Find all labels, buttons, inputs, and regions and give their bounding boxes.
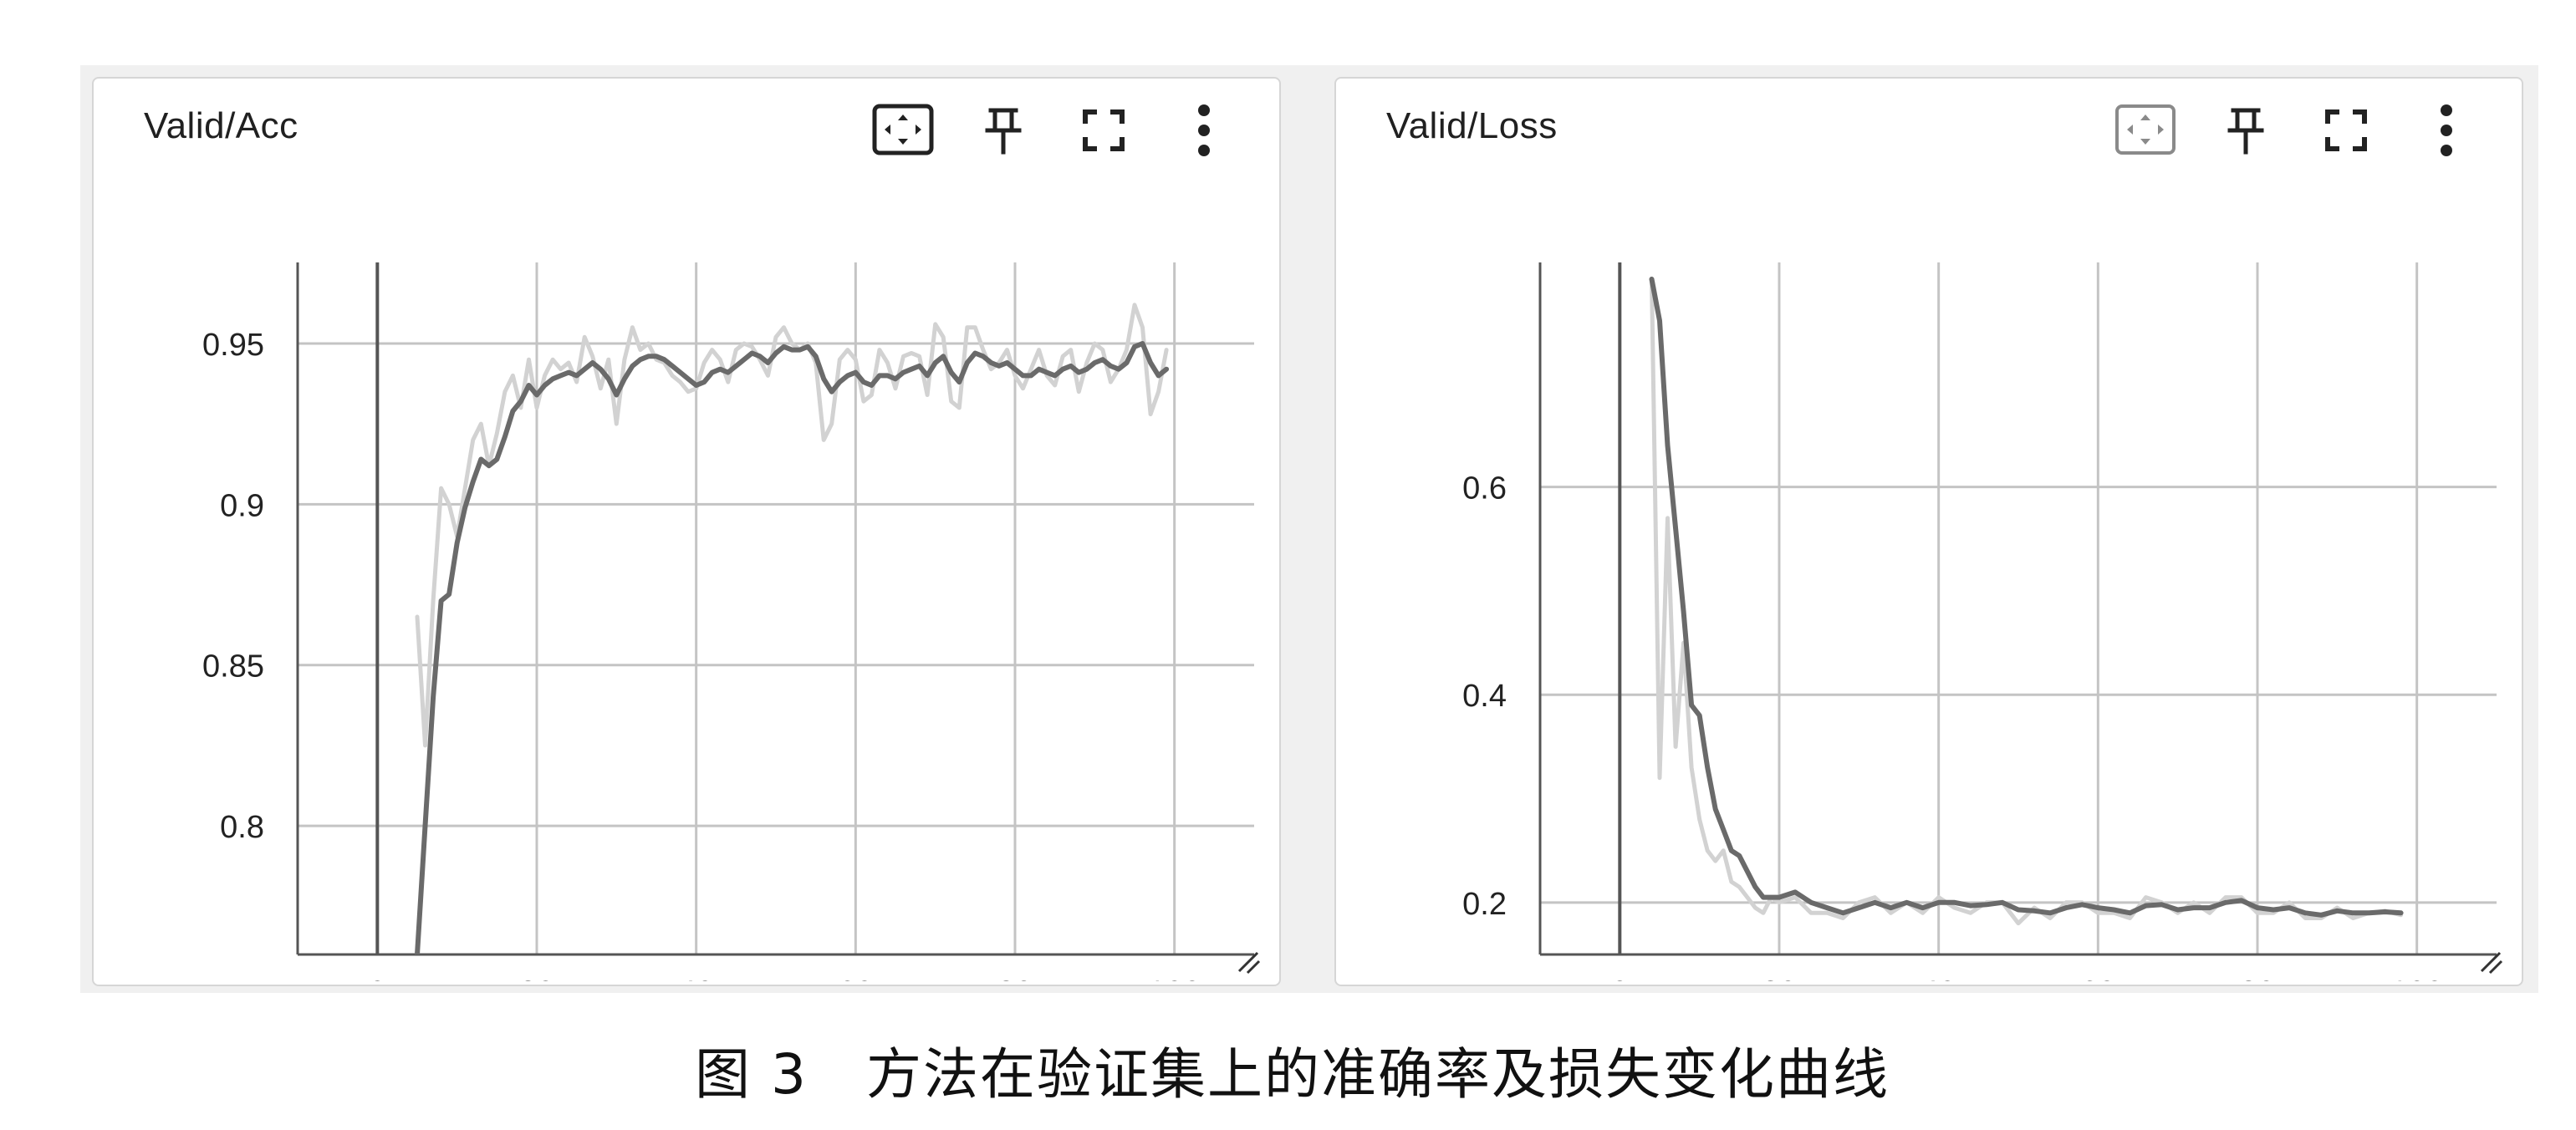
figure-label: 图 3 — [695, 1042, 808, 1107]
fit-domain-button[interactable] — [2095, 97, 2196, 164]
x-tick-label: 100 — [1148, 975, 1201, 981]
fullscreen-icon — [1083, 109, 1125, 151]
fit-domain-icon — [872, 104, 934, 155]
more-vert-icon — [1198, 104, 1210, 156]
fit-domain-button[interactable] — [853, 97, 953, 164]
card-title: Valid/Acc — [144, 105, 298, 146]
x-tick-label: 0 — [369, 975, 386, 981]
fullscreen-button[interactable] — [1053, 97, 1154, 164]
resize-handle-icon[interactable] — [1237, 951, 1261, 975]
line-chart-valid-acc[interactable]: 0.8 0.85 0.9 0.95 0 20 40 60 80 100 — [94, 187, 1281, 985]
resize-handle-icon[interactable] — [2480, 951, 2503, 975]
y-tick-label: 0.85 — [202, 649, 264, 685]
x-tick-label: 0 — [1611, 975, 1629, 981]
y-tick-label: 0.9 — [220, 488, 264, 523]
x-tick-label: 100 — [2390, 975, 2443, 981]
more-options-button[interactable] — [1154, 97, 1254, 164]
caption-text: 方法在验证集上的准确率及损失变化曲线 — [865, 1042, 1890, 1107]
more-vert-icon — [2441, 104, 2452, 156]
x-tick-label: 60 — [838, 975, 873, 981]
plot-area[interactable]: 0.8 0.85 0.9 0.95 0 20 40 60 80 100 — [94, 187, 1281, 985]
y-tick-label: 0.2 — [1462, 887, 1507, 922]
chart-card-valid-loss: Valid/Loss 0.2 0.4 0.6 0 20 40 60 80 100 — [1334, 77, 2523, 986]
x-tick-label: 20 — [519, 975, 554, 981]
fullscreen-icon — [2325, 109, 2367, 151]
x-tick-label: 80 — [2240, 975, 2275, 981]
y-tick-label: 0.95 — [202, 328, 264, 363]
x-tick-label: 20 — [1762, 975, 1797, 981]
more-options-button[interactable] — [2396, 97, 2497, 164]
raw-series-line[interactable] — [1650, 277, 2404, 926]
card-toolbar — [853, 97, 1254, 164]
pin-button[interactable] — [2196, 97, 2296, 164]
y-tick-label: 0.8 — [220, 810, 264, 845]
card-title: Valid/Loss — [1386, 105, 1558, 146]
chart-card-valid-acc: Valid/Acc 0.8 0.85 0.9 0.95 0 20 40 60 80 100 — [92, 77, 1281, 986]
pin-icon — [2227, 108, 2264, 155]
smoothed-series-line[interactable] — [415, 341, 1170, 954]
fullscreen-button[interactable] — [2296, 97, 2396, 164]
smoothed-series-line[interactable] — [1649, 277, 2404, 918]
x-tick-label: 40 — [1921, 975, 1956, 981]
y-tick-label: 0.6 — [1462, 471, 1507, 506]
pin-button[interactable] — [953, 97, 1053, 164]
line-chart-valid-loss[interactable]: 0.2 0.4 0.6 0 20 40 60 80 100 — [1336, 187, 2523, 985]
raw-series-line[interactable] — [415, 303, 1169, 748]
card-toolbar — [2095, 97, 2497, 164]
fit-domain-icon — [2115, 104, 2176, 155]
plot-area[interactable]: 0.2 0.4 0.6 0 20 40 60 80 100 — [1336, 187, 2523, 985]
x-tick-label: 60 — [2080, 975, 2115, 981]
pin-icon — [985, 108, 1022, 155]
x-tick-label: 40 — [679, 975, 714, 981]
y-tick-label: 0.4 — [1462, 679, 1507, 714]
x-tick-label: 80 — [997, 975, 1033, 981]
figure-caption: 图 3 方法在验证集上的准确率及损失变化曲线 — [0, 1030, 2576, 1110]
